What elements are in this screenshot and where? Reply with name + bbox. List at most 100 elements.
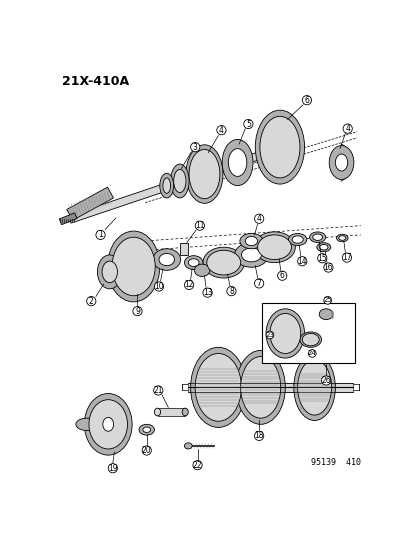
Text: 14: 14 xyxy=(297,257,306,266)
Text: 16: 16 xyxy=(323,263,332,272)
Ellipse shape xyxy=(288,233,306,246)
Text: 23: 23 xyxy=(265,332,274,338)
Ellipse shape xyxy=(269,313,300,353)
Ellipse shape xyxy=(292,236,302,243)
Ellipse shape xyxy=(159,253,174,265)
Polygon shape xyxy=(59,213,77,225)
Ellipse shape xyxy=(222,140,252,185)
Ellipse shape xyxy=(189,149,219,199)
Circle shape xyxy=(266,331,273,339)
Ellipse shape xyxy=(234,243,268,267)
Circle shape xyxy=(301,95,311,105)
Ellipse shape xyxy=(235,350,285,424)
Circle shape xyxy=(243,119,252,128)
Text: 1: 1 xyxy=(98,230,103,239)
Bar xyxy=(157,408,185,416)
Circle shape xyxy=(342,253,351,262)
Ellipse shape xyxy=(89,400,127,449)
Ellipse shape xyxy=(162,178,170,193)
Polygon shape xyxy=(66,187,113,220)
Text: 17: 17 xyxy=(341,253,351,262)
Circle shape xyxy=(195,221,204,230)
Text: 6: 6 xyxy=(279,271,284,280)
Circle shape xyxy=(86,296,96,306)
Ellipse shape xyxy=(184,443,192,449)
Ellipse shape xyxy=(316,243,330,252)
Text: 15: 15 xyxy=(317,254,326,263)
Ellipse shape xyxy=(338,236,345,240)
Text: 25: 25 xyxy=(323,297,331,303)
Ellipse shape xyxy=(152,249,180,270)
Text: 19: 19 xyxy=(108,464,117,473)
Ellipse shape xyxy=(299,332,321,348)
Polygon shape xyxy=(68,141,292,223)
Text: 5: 5 xyxy=(245,119,250,128)
Ellipse shape xyxy=(244,237,257,246)
Ellipse shape xyxy=(318,309,332,320)
Circle shape xyxy=(190,142,199,152)
Circle shape xyxy=(254,214,263,223)
Ellipse shape xyxy=(159,173,173,198)
Circle shape xyxy=(192,461,202,470)
Text: 11: 11 xyxy=(195,221,204,230)
Circle shape xyxy=(184,280,193,289)
Text: 4: 4 xyxy=(344,124,349,133)
Circle shape xyxy=(133,306,142,316)
Text: 12: 12 xyxy=(184,280,193,289)
Circle shape xyxy=(321,376,330,385)
Text: 10: 10 xyxy=(154,282,164,291)
Circle shape xyxy=(297,256,306,266)
Text: 13: 13 xyxy=(202,288,212,297)
Circle shape xyxy=(216,126,225,135)
Circle shape xyxy=(323,263,332,272)
Ellipse shape xyxy=(255,110,304,184)
Ellipse shape xyxy=(76,418,97,431)
Ellipse shape xyxy=(206,251,240,275)
Text: 95139  410: 95139 410 xyxy=(310,458,360,467)
Ellipse shape xyxy=(297,360,331,415)
Circle shape xyxy=(142,446,151,455)
Text: 3: 3 xyxy=(192,143,197,151)
Ellipse shape xyxy=(102,261,117,282)
Text: 6: 6 xyxy=(304,95,309,104)
Ellipse shape xyxy=(257,235,291,260)
Ellipse shape xyxy=(328,146,353,180)
Ellipse shape xyxy=(319,245,327,250)
Circle shape xyxy=(254,279,263,288)
Text: 8: 8 xyxy=(228,287,233,296)
Ellipse shape xyxy=(102,417,113,431)
Circle shape xyxy=(342,124,351,133)
Ellipse shape xyxy=(312,234,322,240)
Text: 21X-410A: 21X-410A xyxy=(62,75,129,88)
Ellipse shape xyxy=(259,116,299,178)
Ellipse shape xyxy=(173,169,185,192)
Ellipse shape xyxy=(188,259,199,266)
Ellipse shape xyxy=(184,256,202,270)
Bar xyxy=(187,383,352,392)
Ellipse shape xyxy=(154,408,160,416)
Text: 24: 24 xyxy=(307,351,316,357)
Bar xyxy=(179,243,187,255)
Circle shape xyxy=(317,254,326,263)
Ellipse shape xyxy=(240,357,280,418)
Text: 18: 18 xyxy=(254,431,263,440)
Text: 7: 7 xyxy=(256,279,261,288)
Circle shape xyxy=(277,271,286,280)
Circle shape xyxy=(108,464,117,473)
Circle shape xyxy=(323,296,331,304)
Ellipse shape xyxy=(84,393,132,455)
Ellipse shape xyxy=(182,408,188,416)
Ellipse shape xyxy=(309,232,325,243)
Ellipse shape xyxy=(239,233,262,249)
Circle shape xyxy=(96,230,105,239)
Text: 20: 20 xyxy=(142,446,151,455)
Ellipse shape xyxy=(190,348,245,427)
Text: 26: 26 xyxy=(320,376,330,385)
Circle shape xyxy=(226,287,235,296)
Ellipse shape xyxy=(202,247,244,278)
Ellipse shape xyxy=(228,149,246,176)
Ellipse shape xyxy=(107,231,159,302)
Text: 9: 9 xyxy=(135,306,140,316)
Ellipse shape xyxy=(185,145,223,203)
Ellipse shape xyxy=(142,427,150,432)
